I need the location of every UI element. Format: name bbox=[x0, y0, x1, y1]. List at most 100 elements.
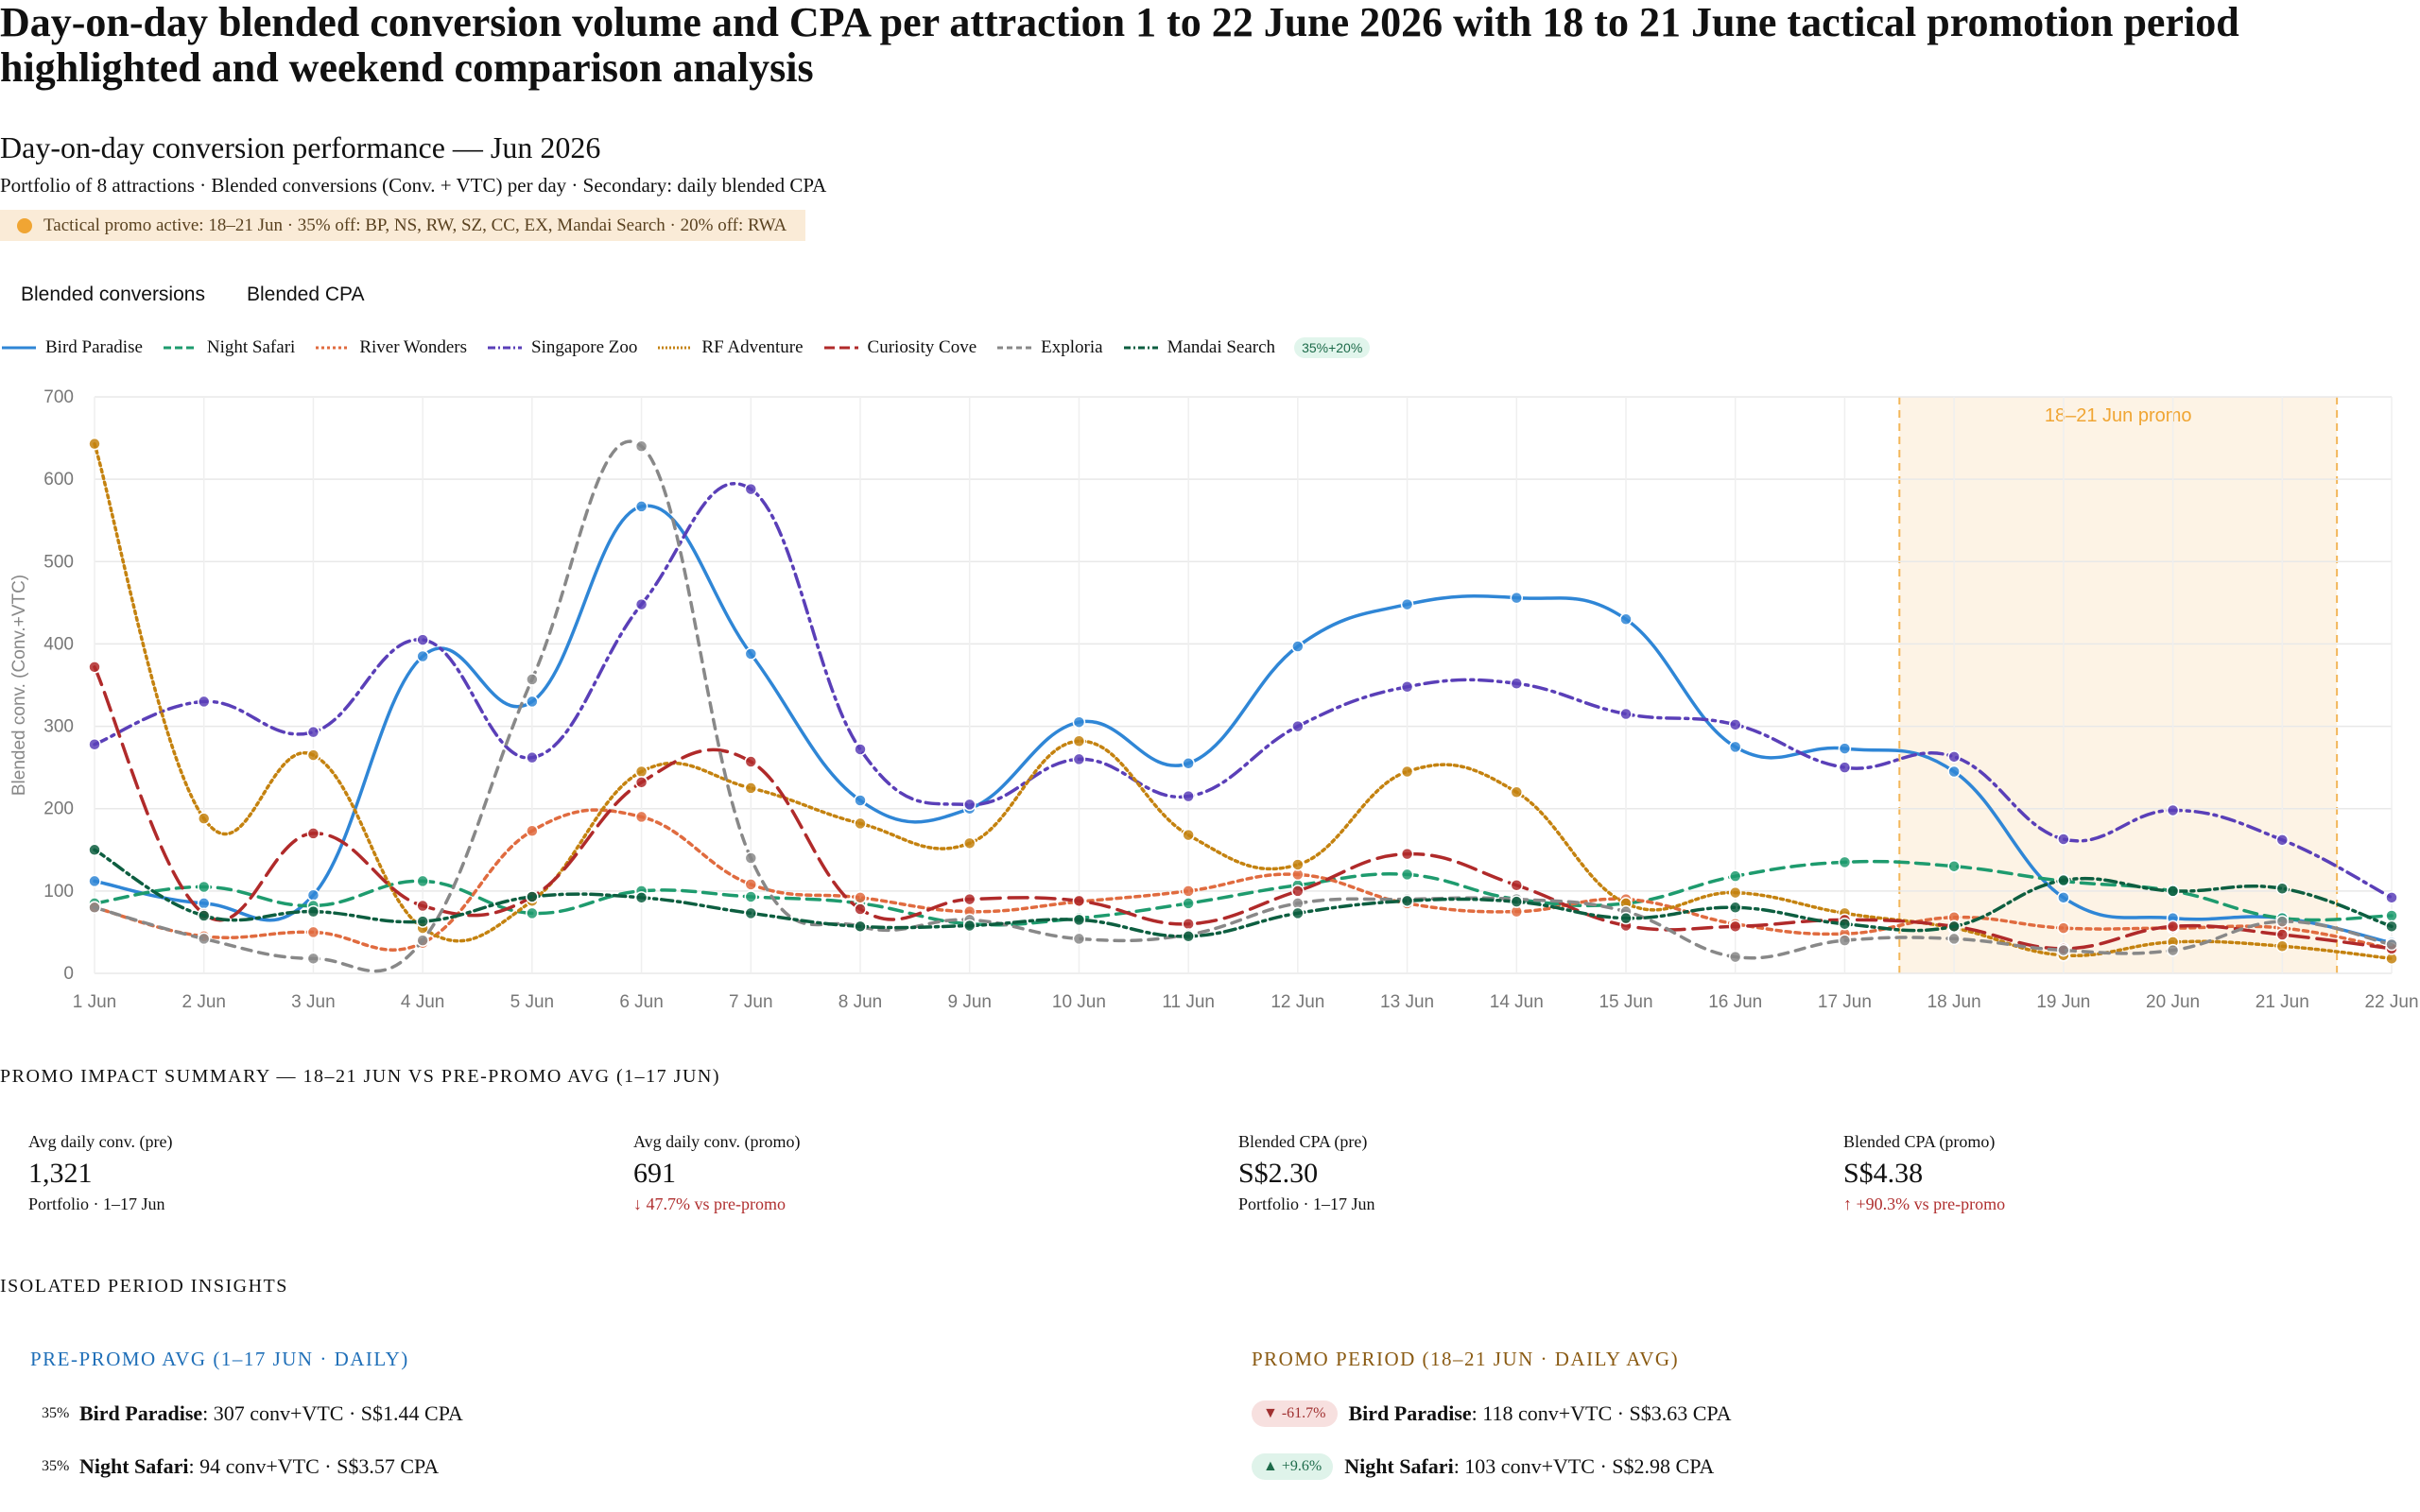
data-point[interactable] bbox=[634, 810, 648, 824]
data-point[interactable] bbox=[744, 906, 758, 920]
data-point[interactable] bbox=[2385, 891, 2398, 904]
data-point[interactable] bbox=[744, 647, 758, 661]
data-point[interactable] bbox=[854, 816, 867, 831]
legend-item-exploria[interactable]: Exploria bbox=[995, 337, 1103, 358]
data-point[interactable] bbox=[744, 851, 758, 865]
data-point[interactable] bbox=[854, 919, 867, 934]
data-point[interactable] bbox=[854, 794, 867, 807]
data-point[interactable] bbox=[962, 798, 977, 812]
data-point[interactable] bbox=[1947, 932, 1961, 946]
data-point[interactable] bbox=[416, 934, 429, 947]
data-point[interactable] bbox=[306, 725, 320, 739]
data-point[interactable] bbox=[526, 695, 539, 709]
data-point[interactable] bbox=[2057, 921, 2070, 935]
data-point[interactable] bbox=[1291, 885, 1305, 898]
data-point[interactable] bbox=[1072, 894, 1086, 908]
data-point[interactable] bbox=[306, 925, 320, 939]
data-point[interactable] bbox=[1182, 828, 1195, 842]
data-point[interactable] bbox=[1182, 930, 1195, 943]
data-point[interactable] bbox=[1291, 906, 1305, 920]
data-point[interactable] bbox=[1838, 742, 1852, 755]
data-point[interactable] bbox=[2385, 937, 2398, 952]
data-point[interactable] bbox=[854, 743, 867, 756]
data-point[interactable] bbox=[1947, 919, 1961, 934]
data-point[interactable] bbox=[306, 888, 320, 902]
data-point[interactable] bbox=[2166, 803, 2180, 817]
data-point[interactable] bbox=[416, 633, 429, 646]
data-point[interactable] bbox=[1619, 707, 1633, 721]
data-point[interactable] bbox=[1400, 847, 1414, 861]
data-point[interactable] bbox=[306, 952, 320, 966]
data-point[interactable] bbox=[1728, 869, 1742, 883]
data-point[interactable] bbox=[2057, 833, 2070, 846]
data-point[interactable] bbox=[1619, 911, 1633, 925]
data-point[interactable] bbox=[1947, 859, 1961, 873]
data-point[interactable] bbox=[1728, 885, 1742, 900]
data-point[interactable] bbox=[2385, 919, 2398, 934]
data-point[interactable] bbox=[1728, 950, 1742, 964]
data-point[interactable] bbox=[416, 915, 429, 928]
data-point[interactable] bbox=[2275, 915, 2290, 928]
data-point[interactable] bbox=[744, 890, 758, 903]
data-point[interactable] bbox=[1182, 885, 1195, 898]
data-point[interactable] bbox=[1510, 677, 1524, 691]
data-point[interactable] bbox=[1182, 757, 1195, 770]
legend-item-rf-adventure[interactable]: RF Adventure bbox=[656, 337, 804, 358]
data-point[interactable] bbox=[88, 843, 101, 857]
data-point[interactable] bbox=[744, 755, 758, 768]
legend-item-singapore-zoo[interactable]: Singapore Zoo bbox=[486, 337, 637, 358]
data-point[interactable] bbox=[1400, 679, 1414, 694]
data-point[interactable] bbox=[2166, 885, 2180, 898]
data-point[interactable] bbox=[1072, 752, 1086, 766]
data-point[interactable] bbox=[2057, 891, 2070, 904]
data-point[interactable] bbox=[2275, 928, 2290, 941]
data-point[interactable] bbox=[744, 482, 758, 496]
data-point[interactable] bbox=[2275, 939, 2290, 953]
data-point[interactable] bbox=[1291, 640, 1305, 653]
data-point[interactable] bbox=[1072, 913, 1086, 927]
data-point[interactable] bbox=[1838, 855, 1852, 869]
data-point[interactable] bbox=[1728, 740, 1742, 754]
legend-item-mandai-search[interactable]: Mandai Search bbox=[1122, 337, 1275, 358]
data-point[interactable] bbox=[88, 661, 101, 674]
data-point[interactable] bbox=[197, 880, 211, 894]
data-point[interactable] bbox=[526, 824, 539, 837]
data-point[interactable] bbox=[744, 878, 758, 891]
data-point[interactable] bbox=[306, 904, 320, 919]
data-point[interactable] bbox=[634, 439, 648, 454]
data-point[interactable] bbox=[634, 765, 648, 779]
data-point[interactable] bbox=[744, 782, 758, 795]
data-point[interactable] bbox=[1291, 858, 1305, 871]
data-point[interactable] bbox=[1400, 597, 1414, 611]
data-point[interactable] bbox=[634, 891, 648, 904]
data-point[interactable] bbox=[1838, 917, 1852, 931]
data-point[interactable] bbox=[2275, 833, 2290, 847]
tab-blended-cpa[interactable]: Blended CPA bbox=[246, 284, 365, 305]
data-point[interactable] bbox=[1510, 591, 1524, 605]
legend-item-night-safari[interactable]: Night Safari bbox=[162, 337, 295, 358]
data-point[interactable] bbox=[197, 695, 211, 709]
data-point[interactable] bbox=[634, 597, 648, 611]
data-point[interactable] bbox=[416, 874, 429, 888]
data-point[interactable] bbox=[306, 748, 320, 762]
tab-blended-conversions[interactable]: Blended conversions bbox=[21, 284, 205, 305]
data-point[interactable] bbox=[1728, 919, 1742, 934]
legend-item-bird-paradise[interactable]: Bird Paradise bbox=[0, 337, 143, 358]
data-point[interactable] bbox=[416, 649, 429, 663]
data-point[interactable] bbox=[2166, 919, 2180, 934]
data-point[interactable] bbox=[1182, 897, 1195, 910]
data-point[interactable] bbox=[526, 906, 539, 920]
data-point[interactable] bbox=[88, 874, 101, 888]
data-point[interactable] bbox=[2057, 873, 2070, 887]
data-point[interactable] bbox=[88, 737, 101, 751]
data-point[interactable] bbox=[1182, 789, 1195, 803]
data-point[interactable] bbox=[526, 673, 539, 686]
data-point[interactable] bbox=[1838, 934, 1852, 947]
data-point[interactable] bbox=[1510, 879, 1524, 892]
data-point[interactable] bbox=[88, 437, 101, 451]
data-point[interactable] bbox=[197, 812, 211, 825]
data-point[interactable] bbox=[88, 901, 101, 915]
data-point[interactable] bbox=[1947, 765, 1961, 779]
data-point[interactable] bbox=[197, 909, 211, 922]
data-point[interactable] bbox=[634, 776, 648, 789]
